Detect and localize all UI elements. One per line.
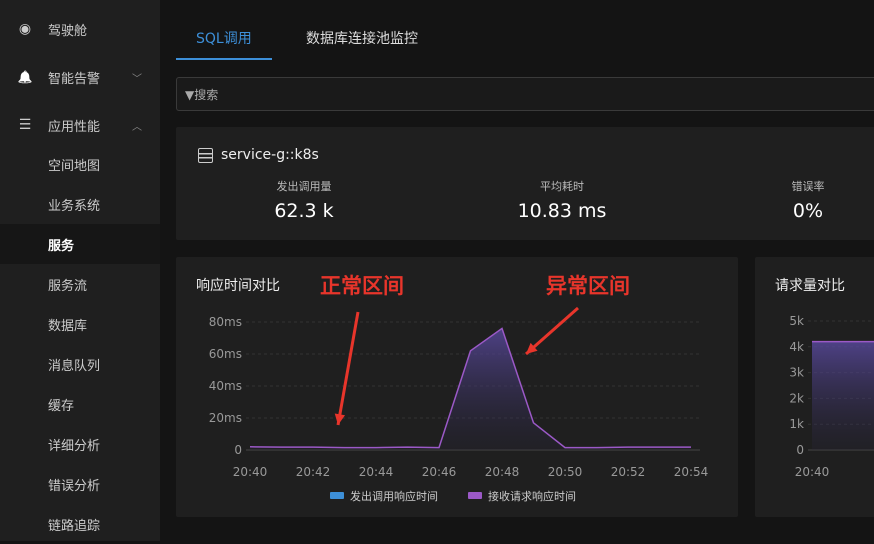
sidebar-item-5[interactable]: 服务 xyxy=(0,224,160,264)
y-tick-label: 4k xyxy=(789,340,804,354)
y-tick-label: 3k xyxy=(789,366,804,380)
sidebar: ◉ 驾驶舱 🔔 智能告警 ﹀ ☰ 应用性能 ︿ 空间地图业务系统服务服务流数据库消息队列缓存详细… xyxy=(0,0,160,541)
x-tick-label: 20:44 xyxy=(359,465,394,479)
bell-icon: 🔔 xyxy=(17,70,33,84)
sidebar-item-4[interactable]: 业务系统 xyxy=(0,184,160,224)
x-tick-label: 20:46 xyxy=(422,465,457,479)
annotation-normal: 正常区间 xyxy=(320,274,404,298)
legend-swatch xyxy=(330,492,344,499)
server-icon xyxy=(198,147,213,163)
sidebar-item-label: 智能告警 xyxy=(48,71,101,87)
legend-swatch xyxy=(468,492,482,499)
sidebar-item-label: 空间地图 xyxy=(48,158,101,174)
annotation-arrow xyxy=(525,306,579,356)
y-tick-label: 0 xyxy=(234,443,242,457)
chevron-down-icon[interactable]: ﹀ xyxy=(132,73,142,85)
sidebar-item-9[interactable]: 缓存 xyxy=(0,384,160,424)
legend-label: 发出调用响应时间 xyxy=(350,489,438,503)
chart-title: 响应时间对比 xyxy=(196,278,280,294)
x-tick-label: 20:50 xyxy=(548,465,583,479)
tab-sql-calls[interactable]: SQL调用 xyxy=(176,18,272,60)
y-tick-label: 5k xyxy=(789,314,804,328)
x-tick-label: 20:40 xyxy=(795,465,830,479)
stat-error-rate: 错误率 0% xyxy=(791,180,825,222)
chart-title: 请求量对比 xyxy=(775,278,845,294)
y-tick-label: 1k xyxy=(789,417,804,431)
y-tick-label: 2k xyxy=(789,391,804,405)
sidebar-item-label: 详细分析 xyxy=(48,438,101,454)
x-tick-label: 20:42 xyxy=(296,465,331,479)
search-input[interactable]: ▼搜索 xyxy=(176,77,874,111)
x-tick-label: 20:54 xyxy=(674,465,709,479)
arrow-head-icon xyxy=(526,342,538,354)
sidebar-item-12[interactable]: 链路追踪 xyxy=(0,504,160,544)
stat-avg-latency: 平均耗时 10.83 ms xyxy=(517,180,607,222)
y-tick-label: 0 xyxy=(796,443,804,457)
sidebar-item-3[interactable]: 空间地图 xyxy=(0,144,160,184)
search-placeholder: 搜索 xyxy=(194,88,219,102)
sidebar-item-6[interactable]: 服务流 xyxy=(0,264,160,304)
sidebar-item-10[interactable]: 详细分析 xyxy=(0,424,160,464)
sidebar-item-label: 业务系统 xyxy=(48,198,101,214)
x-tick-label: 20:40 xyxy=(233,465,268,479)
sidebar-item-label: 驾驶舱 xyxy=(48,23,88,39)
series-area xyxy=(812,341,874,450)
sidebar-item-label: 数据库 xyxy=(48,318,88,334)
tab-db-pool-monitor[interactable]: 数据库连接池监控 xyxy=(306,31,418,47)
sidebar-item-label: 服务流 xyxy=(48,278,88,294)
service-name: service-g::k8s xyxy=(221,147,319,163)
chevron-up-icon[interactable]: ︿ xyxy=(132,121,142,133)
sidebar-item-8[interactable]: 消息队列 xyxy=(0,344,160,384)
filter-icon: ▼ xyxy=(185,88,195,102)
y-tick-label: 80ms xyxy=(209,315,242,329)
y-tick-label: 60ms xyxy=(209,347,242,361)
series-line xyxy=(249,327,691,449)
legend-label: 接收请求响应时间 xyxy=(488,489,576,503)
series-area xyxy=(250,328,691,450)
arrow-head-icon xyxy=(334,413,346,425)
sidebar-item-0[interactable]: ◉ 驾驶舱 xyxy=(0,9,160,49)
sidebar-item-2[interactable]: ☰ 应用性能 ︿ xyxy=(0,105,160,145)
annotation-arrow xyxy=(336,311,360,426)
y-tick-label: 20ms xyxy=(209,411,242,425)
sidebar-item-label: 缓存 xyxy=(48,398,75,414)
sidebar-item-7[interactable]: 数据库 xyxy=(0,304,160,344)
cockpit-icon: ◉ xyxy=(18,21,32,37)
annotation-abnormal: 异常区间 xyxy=(546,274,630,298)
filter-list-icon: ☰ xyxy=(18,117,32,133)
sidebar-item-label: 错误分析 xyxy=(48,478,101,494)
sidebar-item-1[interactable]: 🔔 智能告警 ﹀ xyxy=(0,57,160,97)
sidebar-item-label: 应用性能 xyxy=(48,119,101,135)
response-time-panel: 响应时间对比 xyxy=(176,257,738,517)
y-tick-label: 40ms xyxy=(209,379,242,393)
sidebar-item-label: 链路追踪 xyxy=(48,518,101,534)
sidebar-item-label: 消息队列 xyxy=(48,358,101,374)
x-tick-label: 20:52 xyxy=(611,465,646,479)
x-tick-label: 20:48 xyxy=(485,465,520,479)
sidebar-item-label: 服务 xyxy=(48,238,75,254)
stat-call-count: 发出调用量 62.3 k xyxy=(274,180,334,222)
service-summary-panel: service-g::k8s 发出调用量 62.3 k 平均耗时 10.83 ms … xyxy=(176,127,874,240)
sidebar-item-11[interactable]: 错误分析 xyxy=(0,464,160,504)
